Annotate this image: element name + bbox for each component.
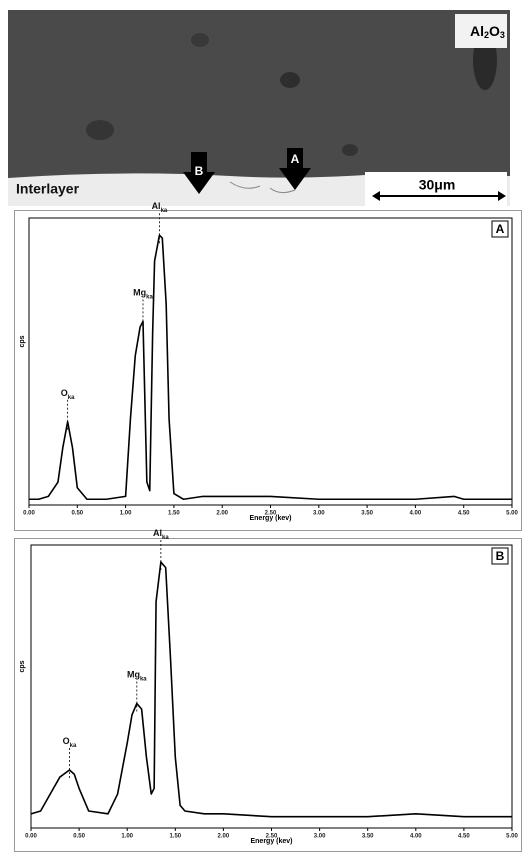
x-tick-label: 2.50 xyxy=(266,834,278,840)
x-tick-label: 1.50 xyxy=(168,511,180,517)
arrow xyxy=(183,152,215,194)
x-tick-label: 0.50 xyxy=(71,511,83,517)
x-tick-label: 0.00 xyxy=(25,834,37,840)
peak-label: Alka xyxy=(153,528,169,540)
spectrum-line xyxy=(29,234,512,501)
panel-label: A xyxy=(496,222,505,236)
formula-part: Al xyxy=(470,23,484,39)
scale-box xyxy=(365,172,507,206)
x-tick-label: 3.00 xyxy=(313,511,325,517)
arrow-label: B xyxy=(195,164,204,178)
peak-element: O xyxy=(63,736,70,746)
x-tick-label: 1.50 xyxy=(169,834,181,840)
peak-label: Mgka xyxy=(127,670,147,682)
peak-element: Al xyxy=(153,528,162,538)
arrow xyxy=(279,148,311,190)
peak-label: Mgka xyxy=(133,288,153,300)
x-tick-label: 5.00 xyxy=(506,834,518,840)
peak-element: Mg xyxy=(127,670,140,680)
plot-area xyxy=(30,544,513,829)
peak-label: Alka xyxy=(152,202,168,214)
label-box xyxy=(455,14,507,48)
x-tick-label: 0.50 xyxy=(73,834,85,840)
sem-spot xyxy=(280,72,300,88)
peak-line: ka xyxy=(70,743,77,749)
x-tick-label: 2.50 xyxy=(265,511,277,517)
x-tick-label: 3.00 xyxy=(314,834,326,840)
sem-spot xyxy=(342,144,358,156)
x-tick-label: 4.00 xyxy=(410,834,422,840)
spectrum-line xyxy=(30,561,512,818)
peak-label: Oka xyxy=(61,388,75,400)
x-tick-label: 1.00 xyxy=(121,834,133,840)
arrow-label: A xyxy=(291,152,300,166)
panel-frame xyxy=(14,538,522,852)
peak-label: Oka xyxy=(63,736,77,748)
panel-label: B xyxy=(496,549,505,563)
formula: Al2O3 xyxy=(470,23,505,41)
panel-label-box xyxy=(491,547,509,565)
x-tick-label: 2.00 xyxy=(216,511,228,517)
x-tick-label: 4.50 xyxy=(458,834,470,840)
x-tick-label: 3.50 xyxy=(362,834,374,840)
y-axis-label: cps xyxy=(19,335,26,347)
peak-line: ka xyxy=(68,394,75,400)
sem-spot xyxy=(86,120,114,140)
x-axis-label: Energy (kev) xyxy=(249,515,291,522)
peak-line: ka xyxy=(161,208,168,214)
sem-texture xyxy=(229,181,296,194)
peak-element: O xyxy=(61,388,68,398)
peak-element: Mg xyxy=(133,288,146,298)
formula-part: O xyxy=(489,23,500,39)
sem-image: Al2O3 Interlayer B A 30μm xyxy=(8,10,510,206)
x-tick-label: 4.00 xyxy=(410,511,422,517)
peak-line: ka xyxy=(146,294,153,300)
x-tick-label: 2.00 xyxy=(218,834,230,840)
y-axis-label: cps xyxy=(19,660,26,672)
x-axis-label: Energy (kev) xyxy=(250,838,292,845)
peak-line: ka xyxy=(162,535,169,541)
plot-area xyxy=(28,217,513,506)
scale-label: 30μm xyxy=(419,177,456,193)
x-tick-label: 0.00 xyxy=(23,511,35,517)
x-tick-label: 4.50 xyxy=(458,511,470,517)
x-tick-label: 5.00 xyxy=(506,511,518,517)
peak-element: Al xyxy=(152,202,161,212)
x-tick-label: 1.00 xyxy=(120,511,132,517)
formula-part: 2 xyxy=(484,30,489,40)
sem-spot xyxy=(191,33,209,47)
panel-frame xyxy=(14,210,522,531)
peak-line: ka xyxy=(140,676,147,682)
x-tick-label: 3.50 xyxy=(361,511,373,517)
region-label: Interlayer xyxy=(16,181,80,197)
formula-part: 3 xyxy=(500,30,505,40)
panel-label-box xyxy=(491,220,509,238)
